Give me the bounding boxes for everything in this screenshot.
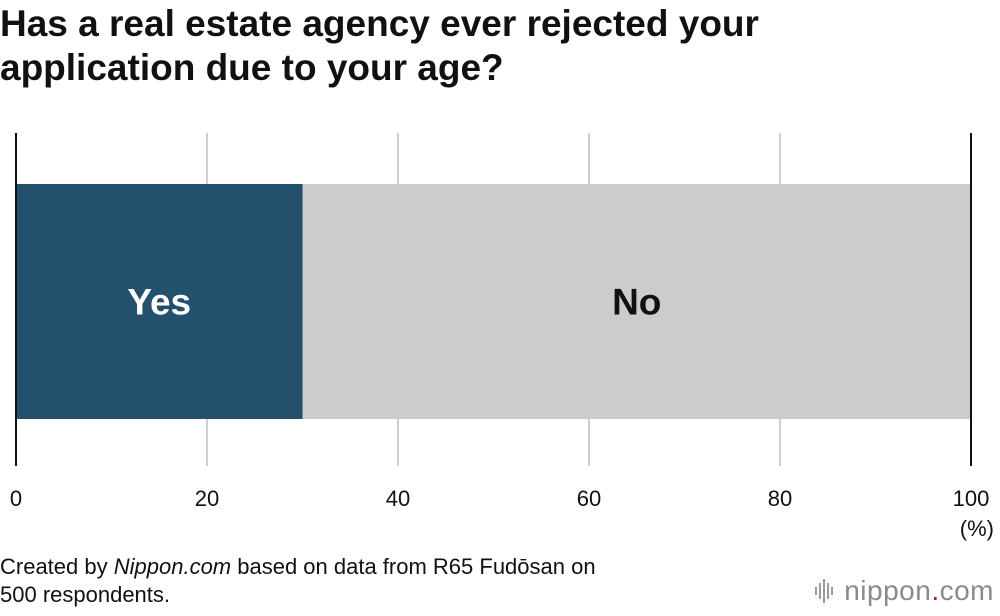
source-line-2: 500 respondents. bbox=[0, 582, 171, 607]
title-line-1: Has a real estate agency ever rejected y… bbox=[0, 3, 759, 44]
x-tick-label: 100 bbox=[953, 486, 990, 511]
x-tick-label: 40 bbox=[386, 486, 410, 511]
title-line-2: application due to your age? bbox=[0, 47, 504, 88]
x-tick-label: 20 bbox=[195, 486, 219, 511]
brand-name: nippon.com bbox=[844, 575, 994, 606]
source-name: Nippon.com bbox=[113, 554, 232, 579]
x-unit-label: (%) bbox=[960, 516, 994, 541]
source-note: Created by Nippon.com based on data from… bbox=[0, 553, 720, 609]
source-suffix: based on data from R65 Fudōsan on bbox=[231, 554, 596, 579]
bar-no bbox=[302, 184, 971, 419]
bars-logo-icon bbox=[815, 579, 834, 603]
x-tick-label: 80 bbox=[768, 486, 792, 511]
x-tick-label: 0 bbox=[10, 486, 22, 511]
brand-logo: nippon.com bbox=[814, 575, 994, 607]
chart-title: Has a real estate agency ever rejected y… bbox=[0, 2, 980, 90]
chart: Yes No 0 20 40 60 80 100 (%) bbox=[10, 133, 994, 541]
source-prefix: Created by bbox=[0, 554, 114, 579]
bar-label-yes: Yes bbox=[127, 282, 191, 323]
bar-label-no: No bbox=[612, 282, 661, 323]
x-tick-label: 60 bbox=[577, 486, 601, 511]
bar-yes bbox=[16, 184, 303, 419]
